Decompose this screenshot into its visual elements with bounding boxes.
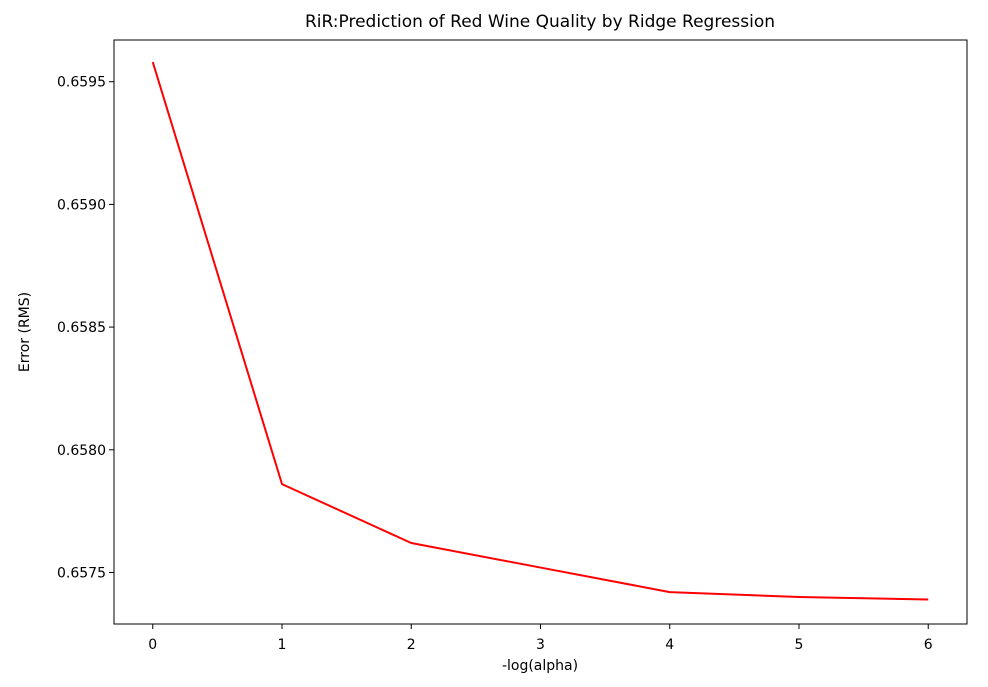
y-tick-label: 0.6575	[57, 565, 106, 581]
x-tick-label: 3	[536, 637, 545, 653]
x-axis-ticks: 0 1 2 3 4 5 6	[148, 624, 933, 653]
y-tick-label: 0.6590	[57, 197, 106, 213]
y-axis-ticks: 0.6575 0.6580 0.6585 0.6590 0.6595	[57, 75, 114, 581]
x-tick-label: 0	[148, 637, 157, 653]
x-tick-label: 5	[795, 637, 804, 653]
y-tick-label: 0.6595	[57, 75, 106, 91]
y-tick-label: 0.6580	[57, 443, 106, 459]
series-line	[151, 61, 929, 601]
x-tick-label: 6	[924, 637, 933, 653]
y-axis-label: Error (RMS)	[17, 292, 33, 372]
x-tick-label: 4	[665, 637, 674, 653]
chart-title: RiR:Prediction of Red Wine Quality by Ri…	[305, 12, 775, 32]
y-tick-label: 0.6585	[57, 320, 106, 336]
x-axis-label: -log(alpha)	[502, 658, 578, 674]
x-tick-label: 2	[407, 637, 416, 653]
series-layer	[151, 61, 929, 601]
x-tick-label: 1	[278, 637, 287, 653]
